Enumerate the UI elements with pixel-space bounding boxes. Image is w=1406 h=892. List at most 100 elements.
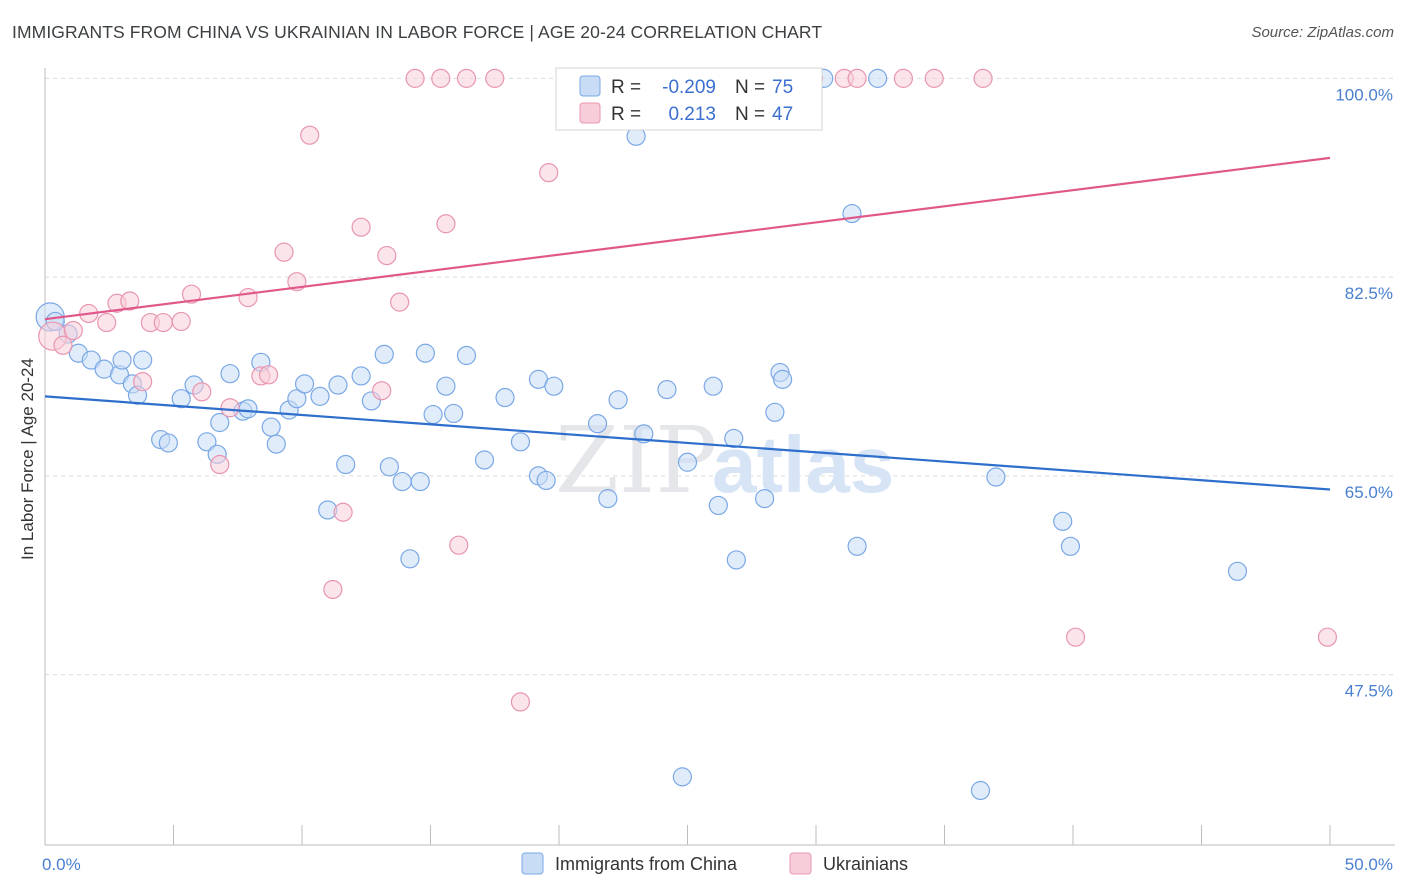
point-0-59 [708,495,728,516]
point-1-27 [405,68,425,88]
legend-n-label-ukrainians: N = [735,104,765,125]
point-0-41 [444,403,464,424]
point-1-2 [63,320,83,341]
point-1-24 [372,381,392,401]
point-1-42 [893,68,913,88]
axes [44,68,1395,846]
point-1-22 [333,502,353,522]
point-1-1 [53,335,73,355]
legend-n-value-china: 75 [772,77,793,98]
point-1-21 [323,579,343,600]
point-0-44 [495,387,515,408]
x-tick-label-1: 50.0% [1345,855,1393,874]
point-0-7 [112,350,132,370]
legend-r-value-ukrainians: 0.213 [668,104,716,125]
point-1-34 [539,163,559,183]
point-0-20 [238,399,258,419]
point-1-30 [449,535,469,555]
point-0-18 [220,364,240,384]
legend-swatch-china [579,75,601,97]
point-0-57 [677,452,698,472]
legend-n-value-ukrainians: 47 [772,104,793,125]
point-0-34 [379,457,399,477]
point-1-29 [436,214,456,234]
trend-line-0 [44,395,1331,491]
point-0-65 [772,369,793,389]
point-0-50 [587,414,608,434]
point-0-35 [392,471,412,492]
point-1-18 [274,242,294,262]
legend-r-label-ukrainians: R = [611,104,641,125]
point-0-62 [754,489,775,509]
point-0-71 [1060,536,1081,556]
point-1-43 [924,68,944,88]
point-1-46 [1317,627,1338,647]
y-tick-label-1: 82.5% [1345,284,1393,303]
point-1-11 [181,284,202,304]
y-tick-label-2: 65.0% [1345,483,1393,502]
point-0-15 [197,432,217,452]
point-0-49 [544,376,564,396]
point-1-26 [390,292,410,312]
point-1-32 [485,68,505,88]
legend-swatch-ukrainians [579,102,601,124]
point-1-28 [431,68,451,88]
point-0-58 [703,376,723,396]
point-0-8 [133,350,153,370]
point-1-23 [351,217,371,237]
point-1-15 [238,287,258,308]
point-0-27 [310,386,330,406]
point-1-13 [210,454,230,475]
source-label: Source: ZipAtlas.com [1251,24,1394,41]
series-0-points [35,68,1248,801]
point-0-45 [510,432,531,452]
point-1-7 [133,372,153,392]
point-1-14 [220,398,240,418]
point-1-4 [97,312,117,333]
point-1-31 [456,68,477,88]
chart-title: IMMIGRANTS FROM CHINA VS UKRAINIAN IN LA… [12,22,823,42]
bottom-legend-label-china: Immigrants from China [555,854,738,874]
y-tick-label-3: 47.5% [1345,682,1393,701]
bottom-legend-swatch-ukrainians [789,852,812,875]
point-1-6 [120,291,140,311]
point-0-17 [210,412,230,433]
point-0-74 [1227,561,1248,581]
point-1-44 [973,68,993,88]
point-0-56 [672,767,692,787]
bottom-legend: Immigrants from China Ukrainians [521,852,908,875]
point-0-25 [287,389,307,409]
data-points [35,68,1338,801]
y-axis-label: In Labor Force | Age 20-24 [18,358,37,560]
trend-line-1 [44,156,1331,321]
point-0-55 [657,379,677,400]
grid-lines [45,77,1395,676]
point-0-61 [726,550,746,570]
trend-lines [44,156,1331,491]
point-0-70 [986,467,1006,487]
point-1-9 [153,312,173,333]
point-0-29 [328,375,348,395]
bottom-legend-swatch-china [521,852,544,875]
point-0-12 [158,433,178,453]
point-0-48 [536,470,556,491]
point-1-25 [377,245,397,266]
point-0-52 [608,390,628,410]
point-0-42 [456,345,477,366]
point-0-38 [415,343,435,363]
bottom-legend-label-ukrainians: Ukrainians [823,854,908,874]
point-0-30 [336,454,356,475]
point-0-73 [1053,511,1073,531]
point-1-17 [258,365,279,385]
point-0-63 [765,402,785,422]
legend-r-label-china: R = [611,77,641,98]
point-0-22 [261,417,281,437]
point-1-20 [300,125,320,145]
point-1-41 [847,68,867,88]
point-0-69 [868,68,888,88]
legend: R = -0.209 N = 75 R = 0.213 N = 47 [555,67,823,131]
point-0-67 [842,203,862,224]
point-0-13 [171,389,191,409]
point-0-39 [423,404,443,425]
